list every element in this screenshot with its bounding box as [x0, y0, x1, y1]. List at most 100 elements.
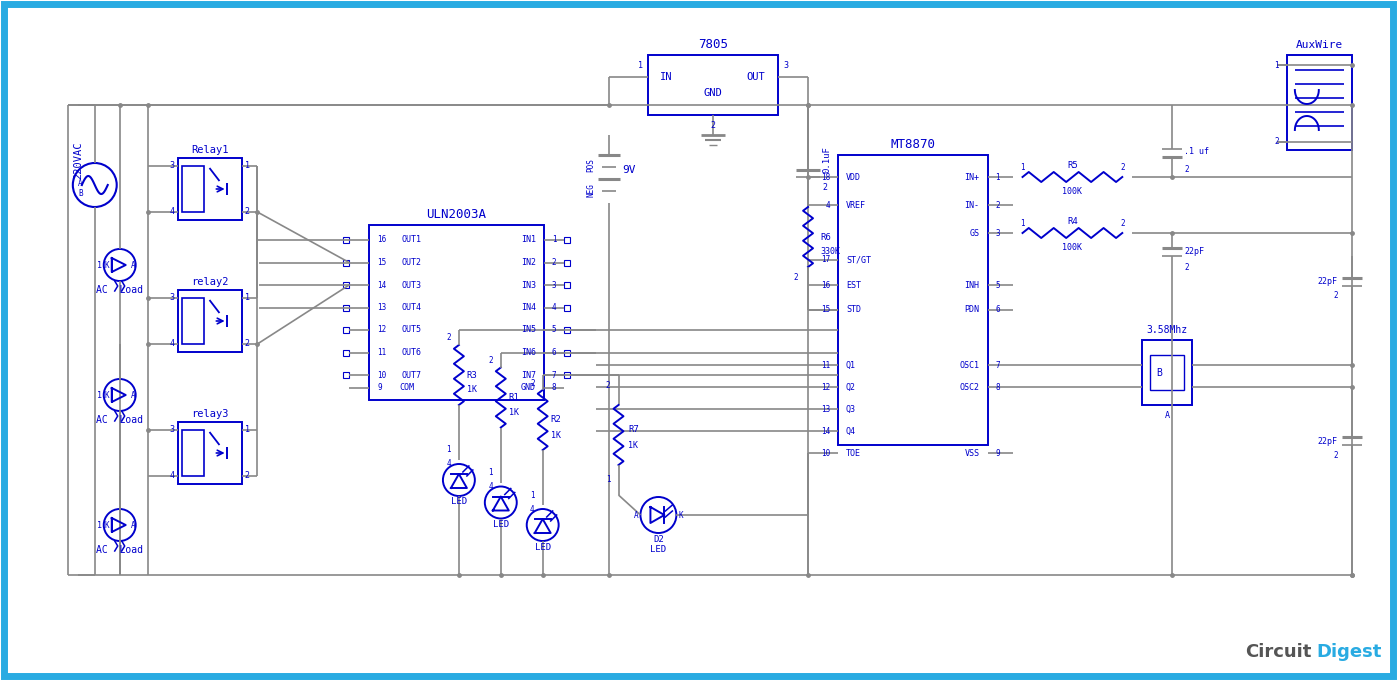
- Text: 13: 13: [820, 405, 830, 413]
- Text: 3: 3: [169, 162, 174, 171]
- Text: 1: 1: [995, 173, 1000, 182]
- Text: 1: 1: [97, 390, 102, 400]
- Text: 100K: 100K: [1063, 243, 1082, 252]
- Text: 9: 9: [377, 384, 382, 392]
- Text: 1: 1: [638, 61, 643, 69]
- Text: 4: 4: [169, 207, 174, 216]
- Text: K: K: [678, 511, 683, 520]
- Bar: [564, 372, 570, 378]
- Text: GND: GND: [521, 384, 536, 392]
- Text: 2: 2: [531, 379, 535, 388]
- Text: 11: 11: [377, 348, 386, 357]
- Text: 1: 1: [531, 490, 535, 500]
- Text: OUT2: OUT2: [400, 258, 421, 267]
- Text: 0.1uF: 0.1uF: [822, 147, 832, 173]
- Bar: [1142, 340, 1193, 405]
- Text: 330K: 330K: [820, 248, 840, 256]
- Text: R6: R6: [820, 233, 830, 241]
- Text: 2: 2: [1333, 450, 1338, 460]
- Text: 5: 5: [552, 326, 556, 335]
- Text: 4: 4: [447, 460, 451, 469]
- Text: 2: 2: [1333, 292, 1338, 301]
- Bar: [343, 327, 349, 333]
- Text: GND: GND: [704, 88, 722, 98]
- Text: COM: COM: [399, 384, 414, 392]
- Bar: [343, 372, 349, 378]
- Text: R4: R4: [1067, 216, 1078, 226]
- Text: 3: 3: [169, 294, 174, 303]
- Text: 4: 4: [169, 471, 174, 481]
- Text: 8: 8: [552, 384, 556, 392]
- Text: 1: 1: [552, 235, 556, 245]
- Bar: [370, 225, 543, 400]
- Text: 13: 13: [377, 303, 386, 312]
- Text: 1: 1: [606, 475, 610, 484]
- Bar: [564, 305, 570, 311]
- Text: D2: D2: [652, 534, 664, 543]
- Text: IN7: IN7: [521, 371, 536, 379]
- Text: OSC2: OSC2: [959, 382, 980, 392]
- Text: 22pF: 22pF: [1317, 437, 1338, 445]
- Bar: [564, 327, 570, 333]
- Text: 100K: 100K: [1063, 186, 1082, 196]
- Text: 9V: 9V: [623, 165, 636, 175]
- Text: 1K: 1K: [629, 441, 638, 449]
- Text: 2: 2: [245, 471, 251, 481]
- Text: LED: LED: [535, 543, 550, 551]
- Text: 1: 1: [447, 445, 451, 454]
- Text: 3.58Mhz: 3.58Mhz: [1147, 325, 1187, 335]
- Text: R3: R3: [466, 371, 477, 379]
- Text: 2: 2: [1120, 163, 1124, 171]
- Text: ST/GT: ST/GT: [846, 256, 871, 265]
- Text: 3: 3: [169, 426, 174, 435]
- Text: Q2: Q2: [846, 382, 855, 392]
- Text: 15: 15: [377, 258, 386, 267]
- Text: 3: 3: [552, 280, 556, 290]
- Text: A: A: [130, 260, 134, 269]
- Text: .1 uf: .1 uf: [1184, 148, 1210, 156]
- Text: 220VAC: 220VAC: [73, 141, 83, 179]
- Text: K: K: [105, 260, 109, 269]
- Text: IN+: IN+: [965, 173, 980, 182]
- Text: LED: LED: [493, 520, 508, 529]
- Text: 2: 2: [489, 356, 493, 365]
- Text: 22pF: 22pF: [1317, 277, 1338, 286]
- Text: R7: R7: [629, 426, 640, 435]
- Text: TOE: TOE: [846, 449, 861, 458]
- Text: 2: 2: [1184, 165, 1189, 175]
- Text: 1: 1: [1021, 218, 1025, 228]
- Text: 7: 7: [995, 360, 1000, 369]
- Text: 2: 2: [606, 381, 610, 390]
- Text: K: K: [105, 520, 109, 530]
- Text: OUT1: OUT1: [400, 235, 421, 245]
- Text: 11: 11: [820, 360, 830, 369]
- Text: 22pF: 22pF: [1184, 247, 1204, 256]
- Text: POS: POS: [587, 158, 595, 172]
- Text: AuxWire: AuxWire: [1295, 40, 1343, 50]
- Text: 2: 2: [245, 339, 251, 348]
- Text: OSC1: OSC1: [959, 360, 980, 369]
- Bar: [343, 260, 349, 265]
- Bar: [182, 430, 203, 476]
- Text: MT8870: MT8870: [890, 139, 935, 152]
- Text: 2: 2: [1274, 137, 1280, 146]
- Text: 16: 16: [820, 280, 830, 290]
- Text: IN6: IN6: [521, 348, 536, 357]
- Text: AC  Load: AC Load: [97, 285, 143, 295]
- Text: A: A: [634, 511, 638, 520]
- Text: 16: 16: [377, 235, 386, 245]
- Text: B: B: [1156, 367, 1162, 377]
- Text: A: A: [130, 520, 134, 530]
- Text: 10: 10: [377, 371, 386, 379]
- Text: A: A: [1165, 411, 1169, 420]
- Text: IN: IN: [661, 72, 672, 82]
- Text: relay2: relay2: [192, 277, 228, 287]
- Text: 2: 2: [711, 120, 715, 129]
- Text: relay3: relay3: [192, 409, 228, 419]
- Text: GS: GS: [970, 228, 980, 237]
- Text: 12: 12: [377, 326, 386, 335]
- Text: EST: EST: [846, 280, 861, 290]
- Text: PDN: PDN: [965, 305, 980, 314]
- Text: 14: 14: [820, 426, 830, 435]
- Text: 1: 1: [1021, 163, 1025, 171]
